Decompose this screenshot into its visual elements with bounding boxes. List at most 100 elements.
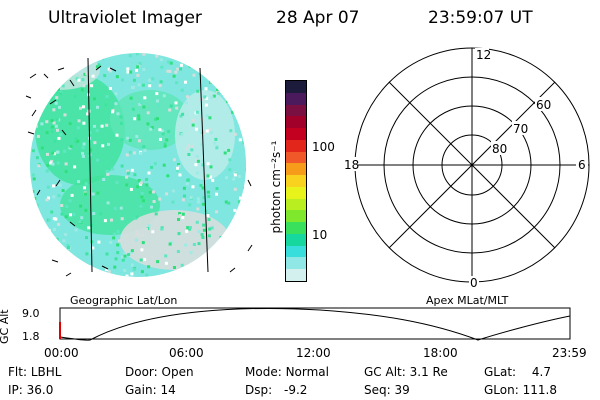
pixel-speckle xyxy=(45,120,49,124)
pixel-speckle xyxy=(158,197,162,201)
pixel-speckle xyxy=(156,260,160,264)
pixel-speckle xyxy=(232,177,236,181)
pixel-speckle xyxy=(61,261,65,265)
pixel-speckle xyxy=(27,224,30,227)
pixel-speckle xyxy=(145,183,149,187)
pixel-speckle xyxy=(144,134,148,138)
pixel-speckle xyxy=(171,189,175,193)
pixel-speckle xyxy=(120,255,124,259)
pixel-speckle xyxy=(125,274,129,277)
pixel-speckle xyxy=(247,234,250,237)
pixel-speckle xyxy=(122,252,126,256)
pixel-speckle xyxy=(120,217,124,221)
pixel-speckle xyxy=(166,174,170,178)
pixel-speckle xyxy=(50,119,54,122)
pixel-speckle xyxy=(61,53,65,57)
pixel-speckle xyxy=(93,141,97,145)
pixel-speckle xyxy=(100,124,104,128)
pixel-speckle xyxy=(77,119,81,123)
pixel-speckle xyxy=(177,218,180,221)
pixel-speckle xyxy=(165,192,169,196)
pixel-speckle xyxy=(236,72,240,76)
pixel-speckle xyxy=(201,236,205,239)
pixel-speckle xyxy=(149,127,153,131)
pixel-speckle xyxy=(30,109,33,113)
pixel-speckle xyxy=(135,135,139,138)
pixel-speckle xyxy=(177,165,181,168)
pixel-speckle xyxy=(235,94,239,98)
pixel-speckle xyxy=(150,126,154,129)
pixel-speckle xyxy=(60,212,64,216)
pixel-speckle xyxy=(201,186,205,190)
pixel-speckle xyxy=(113,265,117,269)
pixel-speckle xyxy=(48,251,52,254)
pixel-speckle xyxy=(199,65,203,69)
pixel-speckle xyxy=(140,195,144,199)
pixel-speckle xyxy=(162,163,166,167)
pixel-speckle xyxy=(84,192,87,196)
colorbar-level xyxy=(286,257,306,270)
colorbar-level xyxy=(286,245,306,258)
pixel-speckle xyxy=(215,146,219,150)
colorbar-level xyxy=(286,116,306,129)
pixel-speckle xyxy=(31,92,35,96)
pixel-speckle xyxy=(238,138,242,142)
pixel-speckle xyxy=(64,215,68,219)
pixel-speckle xyxy=(190,148,194,152)
pixel-speckle xyxy=(140,192,144,195)
pixel-speckle xyxy=(147,224,151,228)
mlat-label-60: 60 xyxy=(536,98,551,112)
pixel-speckle xyxy=(237,200,241,204)
pixel-speckle xyxy=(125,153,129,157)
pixel-speckle xyxy=(214,276,218,277)
pixel-speckle xyxy=(136,185,140,189)
pixel-speckle xyxy=(136,65,140,69)
pixel-speckle xyxy=(81,61,85,65)
pixel-speckle xyxy=(140,270,144,274)
colorbar-level xyxy=(286,210,306,223)
pixel-speckle xyxy=(200,159,204,163)
pixel-speckle xyxy=(47,229,51,233)
pixel-speckle xyxy=(30,124,34,128)
status-flt: Flt: LBHL xyxy=(8,365,62,379)
pixel-speckle xyxy=(180,88,184,92)
mlt-label-6: 6 xyxy=(578,158,586,172)
pixel-speckle xyxy=(26,102,29,105)
pixel-speckle xyxy=(35,203,39,207)
pixel-speckle xyxy=(68,199,72,203)
pixel-speckle xyxy=(106,201,110,205)
pixel-speckle xyxy=(183,194,186,198)
pixel-speckle xyxy=(106,172,110,176)
pixel-speckle xyxy=(45,198,49,202)
pixel-speckle xyxy=(68,122,72,126)
pixel-speckle xyxy=(107,270,111,274)
pixel-speckle xyxy=(160,129,164,133)
instrument-title: Ultraviolet Imager xyxy=(48,8,202,28)
pixel-speckle xyxy=(142,280,145,283)
pixel-speckle xyxy=(196,159,200,163)
pixel-speckle xyxy=(49,53,52,57)
pixel-speckle xyxy=(137,139,141,143)
pixel-speckle xyxy=(87,268,91,272)
pixel-speckle xyxy=(81,78,85,82)
pixel-speckle xyxy=(101,144,105,148)
time-label: 23:59:07 UT xyxy=(428,8,533,28)
pixel-speckle xyxy=(82,142,86,146)
pixel-speckle xyxy=(82,105,85,109)
pixel-speckle xyxy=(91,53,95,57)
pixel-speckle xyxy=(245,168,246,172)
pixel-speckle xyxy=(203,273,207,277)
pixel-speckle xyxy=(196,197,200,201)
pixel-speckle xyxy=(187,144,191,148)
pixel-speckle xyxy=(49,78,53,82)
pixel-speckle xyxy=(59,132,63,136)
pixel-speckle xyxy=(175,169,179,172)
colorbar-tick-10: 10 xyxy=(312,228,328,242)
pixel-speckle xyxy=(187,153,191,156)
pixel-speckle xyxy=(225,251,228,255)
pixel-speckle xyxy=(95,129,99,133)
pixel-speckle xyxy=(105,252,109,256)
status-door: Door: Open xyxy=(125,365,194,379)
pixel-speckle xyxy=(51,151,55,155)
pixel-speckle xyxy=(140,248,144,252)
